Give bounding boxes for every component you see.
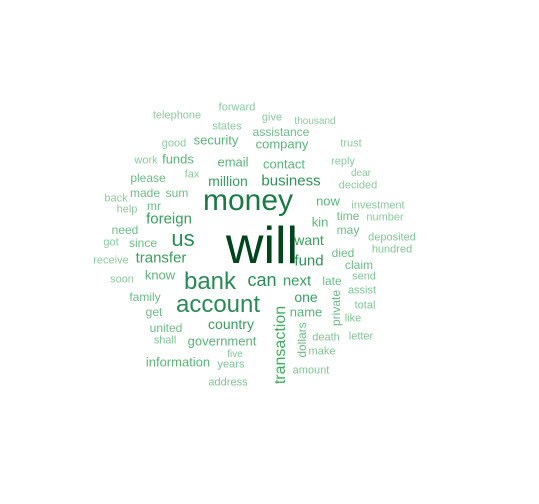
word-business: business (261, 172, 321, 190)
word-transfer: transfer (135, 249, 187, 267)
word-investment: investment (351, 199, 405, 212)
word-bank: bank (183, 268, 237, 295)
word-information: information (145, 354, 211, 370)
word-kin: kin (311, 214, 329, 230)
word-five: five (227, 349, 243, 360)
word-government: government (187, 333, 257, 349)
word-now: now (316, 193, 340, 209)
word-give: give (261, 111, 283, 124)
word-telephone: telephone (152, 109, 202, 122)
word-sum: sum (165, 186, 189, 200)
word-family: family (129, 290, 161, 304)
word-made: made (129, 186, 161, 200)
word-total: total (354, 299, 376, 312)
word-deposited: deposited (368, 231, 416, 244)
word-since: since (128, 236, 158, 250)
word-money: money (202, 184, 294, 217)
word-hundred: hundred (371, 243, 413, 256)
word-email: email (217, 154, 249, 170)
word-forward: forward (218, 101, 256, 114)
word-account: account (175, 291, 261, 318)
word-send: send (352, 270, 376, 283)
word-private: private (329, 289, 343, 327)
word-work: work (134, 154, 158, 167)
word-please: please (130, 171, 166, 185)
word-decided: decided (338, 179, 378, 192)
word-letter: letter (348, 330, 374, 343)
word-can: can (247, 270, 277, 290)
word-like: like (344, 312, 362, 325)
word-years: years (217, 358, 245, 371)
word-need: need (111, 223, 139, 237)
word-foreign: foreign (146, 210, 192, 228)
word-will: will (225, 217, 299, 275)
word-back: back (104, 192, 128, 205)
word-assistance: assistance (252, 125, 310, 139)
word-receive: receive (93, 254, 129, 267)
word-next: next (282, 272, 312, 290)
word-amount: amount (292, 364, 330, 377)
word-assist: assist (347, 284, 377, 297)
word-help: help (116, 203, 138, 216)
word-got: got (103, 236, 119, 249)
word-good: good (161, 137, 187, 150)
word-address: address (208, 376, 248, 389)
word-late: late (322, 274, 342, 288)
word-claim: claim (344, 258, 374, 272)
word-shall: shall (153, 334, 177, 347)
word-united: united (149, 321, 183, 335)
word-thousand: thousand (294, 116, 336, 127)
word-may: may (336, 223, 360, 237)
word-dollars: dollars (295, 322, 309, 358)
word-company: company (255, 136, 309, 152)
word-security: security (193, 132, 239, 148)
word-make: make (308, 345, 336, 358)
word-states: states (212, 120, 242, 133)
word-death: death (312, 331, 340, 344)
word-reply: reply (331, 155, 355, 168)
word-dear: dear (350, 168, 372, 179)
word-number: number (366, 211, 404, 224)
word-us: us (171, 226, 195, 251)
word-contact: contact (263, 156, 305, 172)
word-want: want (294, 232, 324, 248)
word-fax: fax (184, 168, 200, 181)
word-died: died (331, 246, 355, 260)
word-one: one (294, 289, 318, 305)
word-time: time (336, 209, 360, 223)
word-mr: mr (147, 199, 161, 213)
word-get: get (145, 305, 163, 319)
word-soon: soon (110, 273, 134, 286)
word-funds: funds (162, 151, 194, 167)
word-know: know (144, 267, 176, 283)
word-million: million (208, 173, 248, 189)
word-trust: trust (340, 137, 362, 150)
word-fund: fund (294, 252, 324, 270)
word-country: country (208, 316, 254, 332)
word-transaction: transaction (272, 305, 289, 385)
word-name: name (289, 304, 323, 320)
